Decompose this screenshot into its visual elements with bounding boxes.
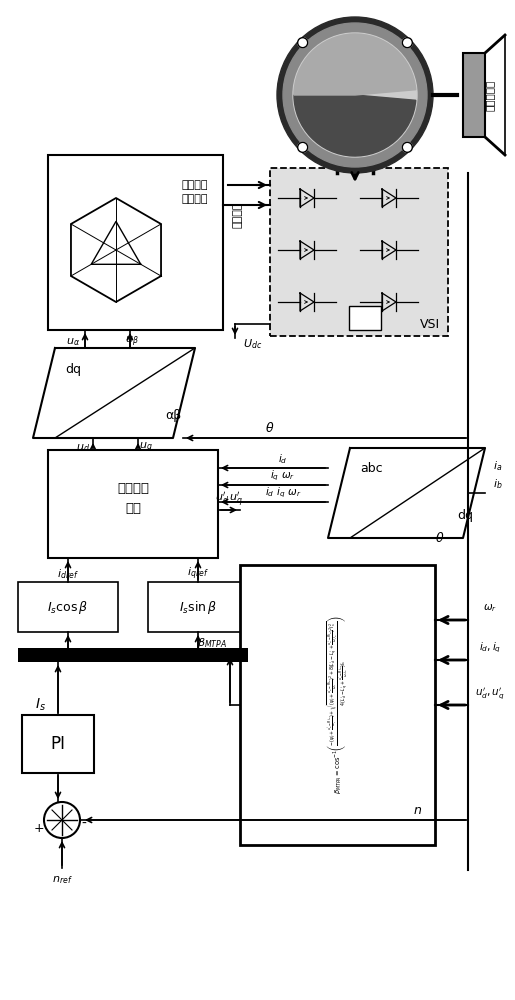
- Bar: [463, 53, 485, 137]
- Circle shape: [298, 142, 307, 152]
- Text: $u_q$: $u_q$: [139, 441, 153, 455]
- Bar: [148, 582, 248, 632]
- Text: $i_a$: $i_a$: [493, 459, 502, 473]
- Circle shape: [283, 23, 427, 167]
- Bar: [22, 715, 94, 773]
- Text: $\omega_r$: $\omega_r$: [483, 602, 497, 614]
- Text: $i_d\ i_q\ \omega_r$: $i_d\ i_q\ \omega_r$: [265, 486, 301, 500]
- Text: $I_s\cos\beta$: $I_s\cos\beta$: [47, 598, 89, 615]
- Text: $\theta$: $\theta$: [265, 421, 274, 435]
- Circle shape: [277, 17, 433, 173]
- Text: 空间电压: 空间电压: [182, 180, 208, 190]
- Bar: [48, 450, 218, 558]
- Circle shape: [402, 38, 413, 48]
- Text: VSI: VSI: [420, 318, 440, 330]
- Text: ×: ×: [300, 40, 305, 46]
- Text: $n$: $n$: [414, 804, 422, 816]
- Text: 前馈解耦: 前馈解耦: [117, 482, 149, 494]
- Text: +: +: [33, 822, 44, 834]
- Text: 控制: 控制: [125, 502, 141, 514]
- Text: $n_{ref}$: $n_{ref}$: [52, 874, 73, 886]
- Text: -: -: [81, 817, 87, 831]
- Text: $i_d$: $i_d$: [278, 452, 288, 466]
- Text: $\beta_{MTPA}=\cos^{-1}\!\left(\frac{-(\psi_f'+\frac{u_q'-Ri_q}{\omega_r})+\sqrt: $\beta_{MTPA}=\cos^{-1}\!\left(\frac{-(\…: [325, 616, 350, 794]
- Text: $I_s$: $I_s$: [35, 697, 45, 713]
- Text: $I_s\sin\beta$: $I_s\sin\beta$: [179, 598, 217, 615]
- Text: $i_q\ \omega_r$: $i_q\ \omega_r$: [270, 469, 296, 483]
- Bar: [18, 582, 118, 632]
- Text: dq: dq: [65, 363, 81, 376]
- Polygon shape: [328, 448, 485, 538]
- Bar: [18, 648, 248, 662]
- Bar: [349, 306, 381, 330]
- Polygon shape: [33, 348, 195, 438]
- Circle shape: [402, 142, 413, 152]
- Bar: [270, 168, 448, 336]
- Text: ×: ×: [300, 144, 305, 150]
- Text: αβ: αβ: [165, 410, 181, 422]
- Text: ×: ×: [404, 144, 410, 150]
- Text: 脉冲信号: 脉冲信号: [233, 202, 243, 228]
- Text: dq: dq: [457, 510, 473, 522]
- Text: S: S: [368, 64, 382, 83]
- Wedge shape: [294, 95, 416, 156]
- Text: $i_d,i_q$: $i_d,i_q$: [479, 641, 501, 655]
- Text: $u_\beta$: $u_\beta$: [125, 335, 139, 349]
- Text: N: N: [324, 105, 342, 125]
- Bar: [240, 565, 435, 845]
- Text: $i_{qref}$: $i_{qref}$: [187, 566, 209, 582]
- Bar: [48, 155, 223, 330]
- Text: $\beta_{MTPA}$: $\beta_{MTPA}$: [197, 636, 227, 650]
- Text: 位置传感器: 位置传感器: [485, 79, 495, 111]
- Text: $i_b$: $i_b$: [493, 477, 503, 491]
- Circle shape: [298, 38, 307, 48]
- Text: $\theta$: $\theta$: [435, 531, 445, 545]
- Text: $U_{dc}$: $U_{dc}$: [244, 337, 263, 351]
- Text: +: +: [349, 311, 358, 321]
- Text: ×: ×: [404, 40, 410, 46]
- Text: $u_d',u_q'$: $u_d',u_q'$: [475, 685, 505, 701]
- Circle shape: [293, 33, 417, 157]
- Wedge shape: [294, 34, 416, 95]
- Text: $u_d$: $u_d$: [76, 442, 90, 454]
- Text: 矢量调制: 矢量调制: [182, 194, 208, 204]
- Text: abc: abc: [360, 462, 383, 475]
- Text: $u_d'\,u_q'$: $u_d'\,u_q'$: [215, 491, 243, 509]
- Text: $u_\alpha$: $u_\alpha$: [66, 336, 80, 348]
- Text: $i_{dref}$: $i_{dref}$: [57, 567, 79, 581]
- Text: PI: PI: [50, 735, 65, 753]
